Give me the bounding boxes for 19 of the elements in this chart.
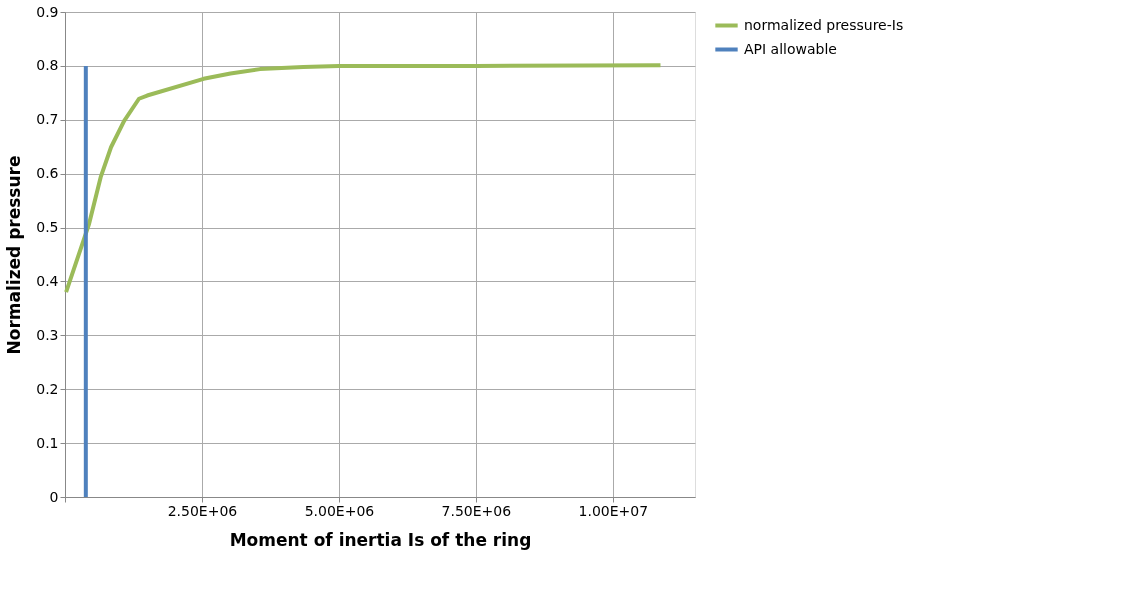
y-tick-label: 0.3 xyxy=(36,326,59,343)
y-tick-label: 0.6 xyxy=(36,165,59,182)
legend-label: normalized pressure-Is xyxy=(744,16,904,33)
x-tick-label: 5.00E+06 xyxy=(304,502,375,519)
y-tick-label: 0.4 xyxy=(36,272,59,289)
line-series xyxy=(64,63,663,295)
y-tick-label: 0.5 xyxy=(36,219,59,236)
y-tick-label: 0.7 xyxy=(36,111,59,128)
x-axis-title: Moment of inertia Is of the ring xyxy=(229,529,532,550)
y-tick-label: 0.9 xyxy=(36,3,59,20)
legend-label: API allowable xyxy=(744,40,837,57)
x-tick-label: 7.50E+06 xyxy=(441,502,512,519)
y-tick-label: 0.1 xyxy=(36,434,59,451)
y-tick-label: 0.8 xyxy=(36,57,59,74)
x-tick-label: 1.00E+07 xyxy=(578,502,649,519)
y-axis-title: Normalized pressure xyxy=(4,155,25,355)
x-tick-label: 2.50E+06 xyxy=(167,502,238,519)
y-tick-label: 0.2 xyxy=(36,380,59,397)
y-tick-label: 0 xyxy=(49,488,59,505)
